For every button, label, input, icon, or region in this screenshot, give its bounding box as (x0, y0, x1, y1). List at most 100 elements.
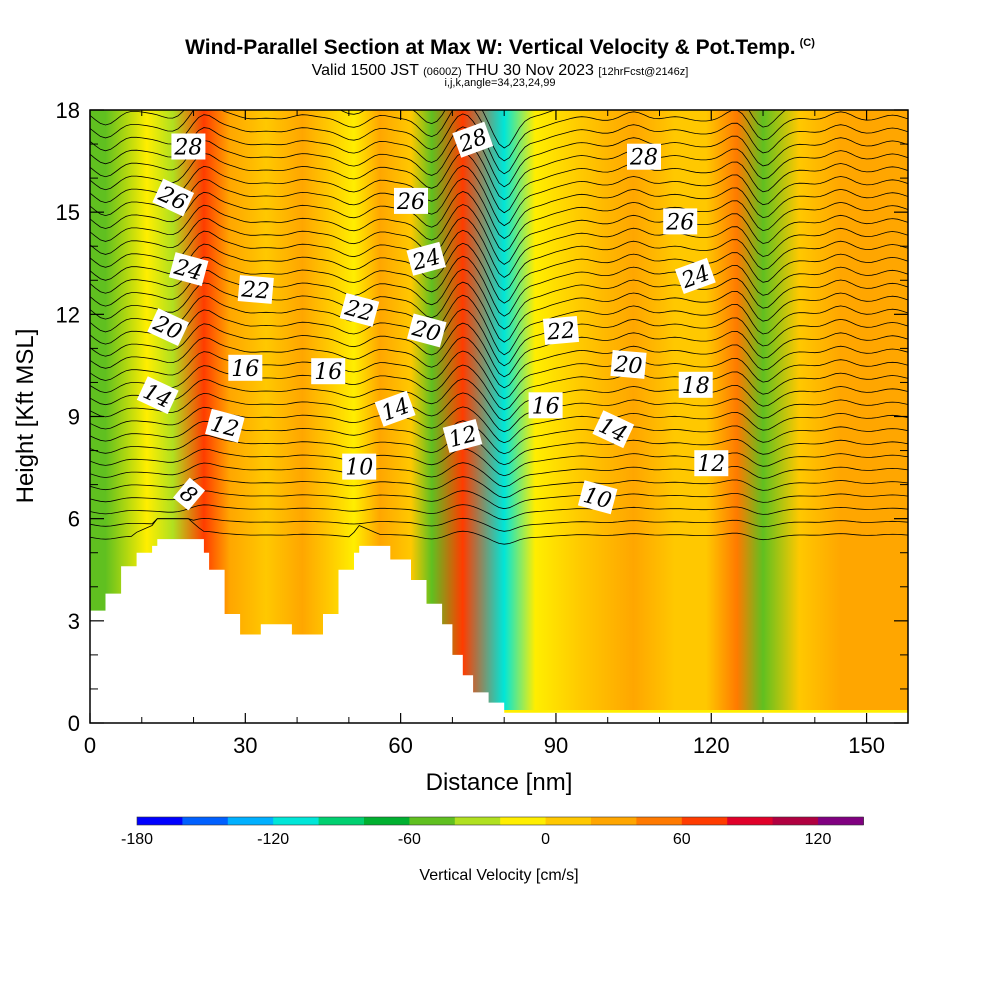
theta-label-bg (528, 392, 563, 419)
x-tick-label: 90 (544, 733, 568, 758)
theta-contour-line (90, 178, 908, 239)
theta-contour-line (90, 308, 908, 367)
theta-label: 12 (694, 450, 729, 477)
theta-contour-line (90, 476, 908, 499)
theta-label: 16 (311, 358, 346, 385)
theta-contour-line (90, 364, 908, 411)
theta-label-bg (442, 418, 483, 453)
axes: 0 30 60 90 120 150 0 3 6 9 12 15 18 (56, 98, 908, 758)
theta-label: 20 (610, 349, 647, 380)
theta-label: 22 (542, 315, 580, 346)
theta-label: 16 (228, 354, 263, 382)
theta-contour-line (90, 191, 908, 252)
colorbar-tick-label: -60 (398, 831, 421, 848)
theta-contour-line (90, 110, 787, 149)
theta-label: 28 (171, 133, 206, 161)
theta-label-text: 22 (240, 277, 271, 304)
colorbar-swatch (273, 817, 320, 825)
y-tick-label: 3 (68, 609, 80, 634)
theta-contour-line (90, 504, 908, 521)
colorbar-swatch (681, 817, 728, 825)
theta-label-bg (592, 410, 635, 449)
theta-label-bg (610, 349, 647, 379)
colorbar-tick-label: -180 (121, 831, 153, 848)
theta-label: 22 (237, 275, 274, 305)
theta-contour-line (90, 518, 908, 545)
theta-label-bg (406, 313, 447, 348)
theta-contour-line (90, 336, 908, 389)
theta-contour-line (90, 434, 908, 466)
theta-label-bg (237, 275, 274, 304)
colorbar-swatch (591, 817, 637, 825)
theta-label-bg (311, 358, 346, 385)
theta-contour-line (90, 378, 908, 422)
theta-contour-line (90, 294, 908, 356)
valid-date: THU 30 Nov 2023 (465, 62, 594, 79)
y-axis-title: Height [Kft MSL] (12, 329, 39, 504)
theta-contour-line (90, 268, 908, 330)
colorbar-swatch (500, 817, 547, 825)
theta-contour-line (90, 490, 908, 510)
theta-contour-line (90, 126, 908, 188)
x-axis-title: Distance [nm] (426, 769, 573, 796)
theta-label-bg (678, 371, 713, 398)
y-tick-label: 18 (56, 98, 80, 123)
x-tick-label: 30 (233, 733, 257, 758)
theta-contour-line (90, 281, 908, 343)
theta-contour-line (90, 392, 908, 433)
colorbar-swatch (364, 817, 410, 825)
colorbar-swatch (545, 817, 592, 825)
colorbar-title: Vertical Velocity [cm/s] (419, 867, 578, 884)
x-tick-label: 0 (84, 733, 96, 758)
valid-utc: (0600Z) (423, 66, 462, 78)
theta-contour-line (90, 139, 908, 201)
theta-label-text: 18 (682, 374, 710, 399)
theta-contour-line (90, 165, 908, 227)
colorbar-tick-label: 60 (673, 831, 691, 848)
theta-contour-line (90, 350, 908, 400)
theta-label: 28 (627, 143, 661, 171)
colorbar-swatch (818, 817, 864, 825)
valid-time: Valid 1500 JST (0600Z) THU 30 Nov 2023 [… (0, 62, 1000, 80)
theta-label-text: 16 (532, 394, 560, 419)
theta-label-bg (577, 480, 618, 515)
theta-contour-line (90, 113, 908, 175)
theta-contour-line (90, 517, 908, 532)
colorbar-swatch (318, 817, 365, 825)
theta-label-text: 10 (345, 456, 373, 481)
theta-label-bg (663, 208, 698, 235)
theta-contour-line (90, 204, 908, 265)
colorbar-frame (136, 816, 864, 826)
theta-label: 18 (678, 371, 713, 399)
theta-label-bg (627, 143, 661, 170)
chart-title: Wind-Parallel Section at Max W: Vertical… (0, 36, 1000, 60)
theta-label-text: 28 (629, 146, 658, 171)
theta-label-bg (542, 315, 580, 345)
theta-label: 16 (528, 392, 563, 419)
theta-contour-line (90, 110, 908, 162)
theta-label-text: 28 (173, 136, 202, 161)
theta-label-bg (136, 376, 179, 415)
theta-label-bg (173, 477, 206, 511)
colorbar-swatch (137, 817, 183, 825)
theta-label-text: 16 (314, 360, 342, 385)
theta-contour-line (90, 229, 908, 291)
chart-title-text: Wind-Parallel Section at Max W: Vertical… (185, 36, 796, 59)
theta-label-text: 12 (697, 452, 725, 477)
forecast-info: [12hrFcst@2146z] (598, 66, 689, 78)
theta-label-bg (674, 257, 716, 294)
theta-contour-line (90, 322, 908, 378)
y-tick-label: 12 (56, 302, 80, 327)
x-tick-label: 120 (693, 733, 730, 758)
theta-label-text: 20 (612, 352, 643, 379)
theta-label-bg (342, 453, 377, 480)
theta-label-bg (406, 241, 447, 276)
theta-label-bg (171, 133, 206, 160)
theta-contour-line (90, 242, 908, 304)
colorbar-swatch (182, 817, 229, 825)
y-tick-label: 15 (56, 200, 80, 225)
grid-indices: i,j,k,angle=34,23,24,99 (444, 77, 556, 89)
theta-label: 12 (442, 418, 483, 453)
colorbar-swatch (636, 817, 683, 825)
